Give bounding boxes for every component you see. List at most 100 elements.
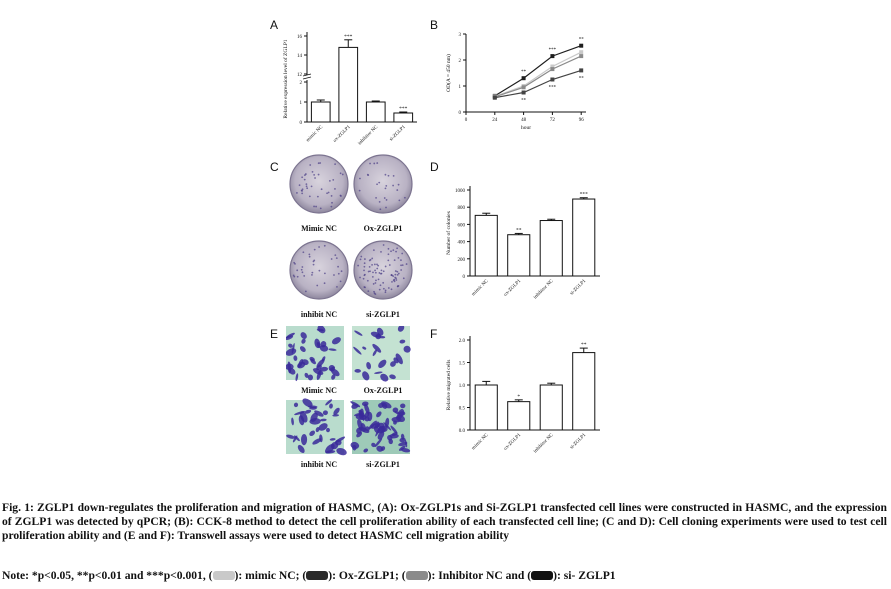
colony-dot <box>376 183 378 186</box>
colony-dot <box>397 272 400 275</box>
migrated-cell <box>316 342 321 349</box>
migrated-cell <box>372 349 377 357</box>
colony-dot <box>368 265 371 268</box>
migrated-cell <box>300 411 308 423</box>
significance-0-4: ** <box>579 38 585 43</box>
axis-break-gap <box>302 75 312 80</box>
colony-dot <box>378 200 381 203</box>
migrated-cell <box>372 343 382 353</box>
migrated-cell <box>312 368 324 375</box>
transwell-label-inhibit-nc: inhibit NC <box>300 460 338 469</box>
series-point-2-3 <box>550 67 555 72</box>
x-tick-label-3: si-ZGLP1 <box>569 433 587 451</box>
colony-dot <box>373 290 375 293</box>
y-tick-label: 400 <box>458 241 466 246</box>
colony-dot <box>382 270 385 273</box>
x-tick-label-1: ox-ZGLP1 <box>503 433 522 452</box>
migrated-cell <box>399 339 406 344</box>
migrated-cell <box>317 326 326 334</box>
colony-dot <box>392 275 395 278</box>
migrated-cell <box>293 355 298 361</box>
colony-dot <box>313 173 316 176</box>
colony-dot <box>323 282 326 285</box>
series-point-3-2 <box>521 90 526 95</box>
panel-letter-d: D <box>430 160 439 174</box>
migrated-cell <box>350 401 361 408</box>
migrated-cell <box>309 406 317 410</box>
colony-dot <box>398 199 401 202</box>
dish-label-si-zglp1: si-ZGLP1 <box>366 310 400 319</box>
note-item-4: ): si- ZGLP1 <box>553 569 616 582</box>
y-axis-label: OD(A = 450 nm) <box>445 54 452 92</box>
figure-note: Note: *p<0.05, **p<0.01 and ***p<0.001, … <box>2 569 887 583</box>
colony-dot <box>387 287 390 289</box>
colony-dot <box>317 162 320 165</box>
colony-dot <box>308 195 311 198</box>
colony-dot <box>311 273 313 276</box>
colony-dot <box>301 266 304 268</box>
migrated-cell <box>395 353 403 365</box>
migrated-cell <box>354 330 363 336</box>
colony-dot <box>318 269 321 272</box>
significance-3-3: *** <box>549 86 557 91</box>
colony-dot <box>301 176 304 179</box>
colony-dot <box>387 259 390 262</box>
migrated-cell <box>375 425 382 437</box>
migrated-cell <box>288 367 296 375</box>
migrated-cell <box>286 434 295 439</box>
colony-dot <box>301 190 303 192</box>
migrated-cell <box>300 433 308 446</box>
colony-dot <box>371 264 373 266</box>
migrated-cell <box>335 436 346 443</box>
migrated-cell <box>328 348 337 351</box>
colony-dot <box>340 195 342 197</box>
colony-dot <box>310 185 313 188</box>
colony-dot <box>385 206 387 209</box>
colony-dot <box>319 207 322 210</box>
series-point-0-2 <box>521 76 526 81</box>
x-tick-label-0: mimic NC <box>471 278 490 297</box>
migrated-cell <box>314 410 324 417</box>
significance-0-3: *** <box>549 48 557 53</box>
colony-dot <box>400 259 402 262</box>
migrated-cell <box>354 369 361 373</box>
colony-dot <box>394 270 397 272</box>
colony-dot <box>392 249 395 251</box>
bar-2 <box>539 384 563 431</box>
y-tick-label: 2 <box>459 59 462 64</box>
colony-dot <box>327 191 330 194</box>
colony-dot <box>374 269 376 272</box>
transwell-label-mimic-nc: Mimic NC <box>301 386 337 395</box>
migrated-cell <box>297 444 305 453</box>
colony-dot <box>374 293 377 296</box>
migrated-cell <box>394 411 401 415</box>
colony-dot <box>367 290 370 292</box>
x-axis-label: hour <box>521 125 531 131</box>
colony-dot <box>395 279 398 281</box>
x-tick-label-0: mimic NC <box>306 124 325 143</box>
colony-dot <box>396 189 399 191</box>
colony-dot <box>303 178 306 181</box>
transwell-label-ox-zglp1: Ox-ZGLP1 <box>363 386 403 395</box>
colony-dot <box>396 285 399 288</box>
colony-dot <box>323 272 326 275</box>
y-tick-label: 1 <box>300 101 303 106</box>
bar-1 <box>338 46 359 123</box>
colony-dot <box>396 270 399 273</box>
migrated-cell <box>352 444 357 451</box>
colony-dot <box>400 269 403 271</box>
colony-dot <box>405 263 408 265</box>
colony-dot <box>376 162 379 164</box>
x-tick-label: 48 <box>521 118 527 123</box>
x-tick-label: 72 <box>550 118 556 123</box>
significance-1: *** <box>344 34 353 40</box>
migrated-cell <box>325 399 333 406</box>
colony-dot <box>401 252 404 255</box>
migrated-cell <box>385 417 390 428</box>
migrated-cell <box>291 343 295 354</box>
migrated-cells <box>286 326 411 456</box>
colony-dot <box>382 281 385 284</box>
colony-dot <box>376 263 378 266</box>
colony-dot <box>371 257 374 260</box>
colony-dot <box>380 272 382 275</box>
